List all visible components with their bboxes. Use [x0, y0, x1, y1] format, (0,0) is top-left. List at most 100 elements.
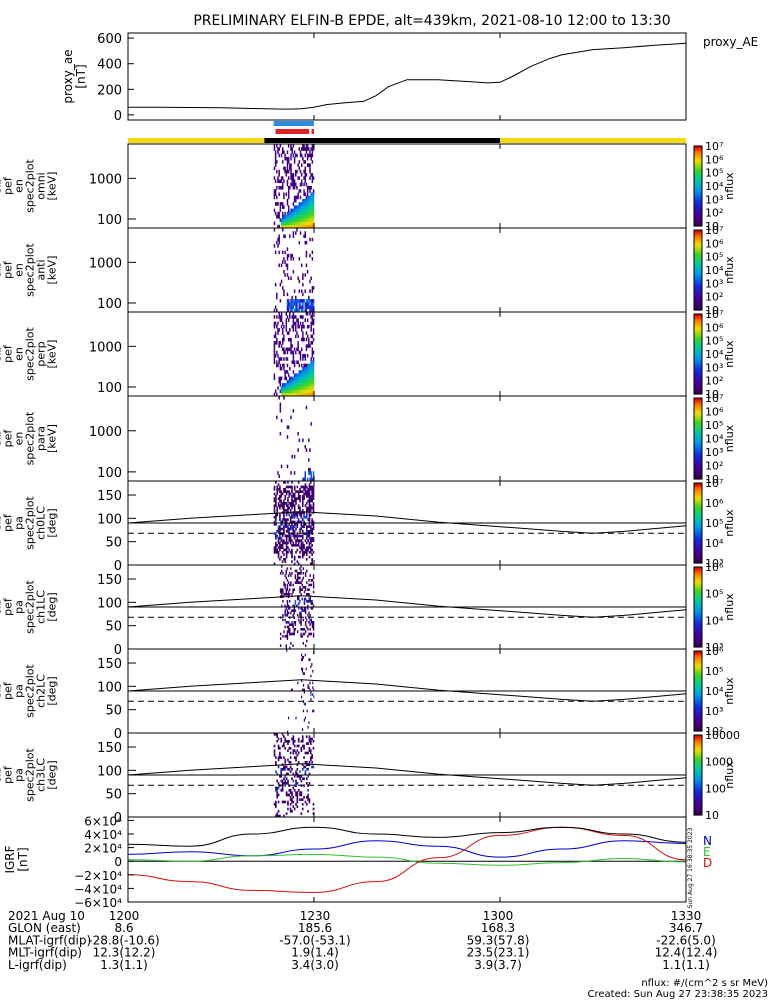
pa-ch0-pixel: [273, 546, 276, 549]
en-omni-colorbar-cell: [694, 171, 702, 174]
pa-ch3-pixel: [291, 793, 293, 797]
en-anti-pixel: [291, 295, 293, 300]
pa-ch1-pixel: [307, 635, 309, 638]
pa-ch1-colorbar-cell: [694, 636, 702, 639]
pa-ch2-colorbar-cell: [694, 667, 702, 669]
en-omni-pixel: [306, 208, 309, 213]
pa-ch0-pixel: [276, 534, 279, 538]
en-omni-pixel: [303, 211, 305, 216]
pa-ch0-pixel: [301, 555, 304, 559]
en-para-pixel: [278, 396, 280, 400]
pa-ch3-pixel: [281, 782, 284, 785]
en-anti-pixel: [311, 302, 314, 306]
en-anti-pixel: [287, 305, 290, 310]
pa-ch0-pixel: [312, 539, 315, 542]
en-anti-colorbar-cell: [694, 263, 702, 266]
en-omni-pixel: [312, 215, 315, 219]
pa-ch1-pixel: [303, 586, 306, 589]
en-omni-pixel: [287, 211, 290, 216]
en-anti-pixel: [306, 299, 309, 303]
en-omni-pixel: [293, 218, 296, 222]
pa-ch0-colorbar-cell: [694, 491, 702, 493]
en-omni-pixel: [280, 221, 283, 226]
pa-ch2-colorbar-cell: [694, 677, 702, 680]
en-perp-pixel: [278, 344, 280, 348]
en-perp-pixel: [295, 379, 297, 384]
pa-ch0-pixel: [311, 499, 313, 503]
pa-ch3-pixel: [293, 744, 296, 748]
pa-ch2-pixel: [304, 653, 306, 657]
en-para-colorbar-cell: [694, 442, 702, 445]
en-perp-pixel: [298, 370, 301, 374]
en-anti-pixel: [274, 305, 277, 310]
pa-ch1-pixel: [309, 632, 311, 636]
pa-ch0-pixel: [301, 544, 304, 547]
pa-ch0-colorbar-cell: [694, 551, 702, 553]
en-anti-pixel: [309, 299, 311, 303]
pa-ch1-colorbar-cell: [694, 601, 702, 604]
en-perp-pixel: [283, 357, 285, 361]
pa-ch1-pixel: [300, 572, 302, 575]
pa-ch1-pixel: [290, 642, 292, 645]
en-omni-pixel: [295, 224, 297, 229]
pa-ch0-pixel: [288, 513, 291, 517]
pa-ch0-colorbar-cell: [694, 493, 702, 496]
pa-ch3-colorbar-cell: [694, 769, 702, 772]
en-perp-pixel: [300, 389, 303, 394]
en-anti-pixel: [305, 308, 308, 313]
en-omni-pixel: [285, 224, 288, 229]
pa-ch0-pixel: [293, 516, 296, 519]
en-perp-pixel: [296, 379, 298, 384]
pa-ch1-pixel: [284, 574, 286, 577]
pa-ch0-pixel: [285, 530, 288, 533]
pa-ch1-pixel: [298, 607, 300, 610]
pa-ch1-pixel: [308, 632, 310, 636]
en-omni-pixel: [310, 153, 312, 158]
en-perp-pixel: [308, 337, 310, 342]
pa-ch3-colorbar-cell: [694, 756, 702, 759]
pa-ch0-pixel: [301, 499, 304, 503]
pa-ch0-pixel: [277, 537, 280, 540]
en-anti-colorbar-cell: [694, 287, 702, 290]
en-anti-pixel: [297, 276, 299, 280]
pa-ch3-pixel: [301, 763, 304, 766]
proxy-ae-y-tick-label: 200: [97, 83, 122, 98]
en-perp-pixel: [287, 383, 290, 387]
en-omni-pixel: [273, 144, 276, 148]
en-omni-pixel: [292, 186, 295, 190]
en-omni-pixel: [278, 211, 280, 216]
en-anti-pixel: [292, 234, 295, 238]
pa-ch2-pixel: [303, 702, 305, 706]
en-anti-pixel: [293, 289, 296, 293]
pa-ch3-pixel: [283, 744, 285, 748]
en-para-pixel: [304, 474, 307, 479]
en-omni-pixel: [309, 221, 311, 226]
en-omni-pixel: [286, 182, 289, 187]
en-omni-colorbar-cell: [694, 175, 702, 178]
pa-ch3-colorbar-cell: [694, 737, 702, 740]
en-perp-pixel: [286, 331, 289, 335]
en-perp-pixel: [284, 383, 286, 387]
en-omni-pixel: [309, 150, 311, 154]
pa-ch0-pixel: [305, 492, 308, 496]
pa-ch0-pixel: [297, 541, 300, 545]
pa-ch1-pixel: [306, 618, 308, 622]
pa-ch1-pixel: [301, 609, 303, 612]
pa-ch0-pixel: [296, 490, 299, 493]
pa-ch0-pixel: [304, 488, 307, 491]
en-perp-pixel: [308, 344, 310, 348]
en-perp-pixel: [287, 373, 290, 377]
pa-ch0-pixel: [277, 546, 280, 549]
en-perp-pixel: [289, 337, 291, 342]
pa-ch3-colorbar-cell: [694, 785, 702, 788]
pa-ch2-pixel: [307, 686, 309, 689]
en-anti-pixel: [283, 234, 285, 238]
en-perp-pixel: [309, 344, 311, 348]
pa-ch0-pixel: [280, 539, 283, 542]
en-omni-ylabel-line: pef: [2, 176, 15, 195]
en-omni-pixel: [273, 208, 276, 213]
en-para-y-tick-label: 100: [97, 466, 122, 481]
pa-ch3-pixel: [285, 765, 288, 769]
pa-ch3-pixel: [280, 768, 283, 771]
pa-ch3-colorbar-cell: [694, 740, 702, 743]
